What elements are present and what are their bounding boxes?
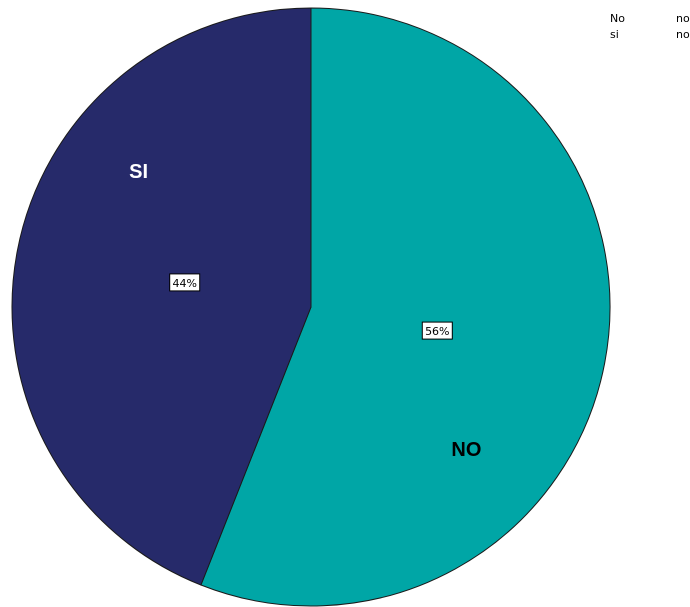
category-label-no: NO [451, 439, 481, 461]
percent-labels: 56% 44% [169, 273, 453, 340]
pie-slices [11, 7, 611, 607]
legend-entry-no-label: No [610, 12, 625, 25]
pie-slice-si [11, 7, 312, 586]
percent-label-si: 44% [169, 273, 201, 292]
percent-label-box-si [169, 273, 201, 292]
category-labels: NO SI [129, 161, 481, 461]
legend-entry-no-swatch-text: no [676, 12, 690, 25]
percent-label-text-no: 56% [425, 325, 449, 338]
legend: No si no no [610, 12, 690, 41]
percent-label-no: 56% [421, 321, 453, 340]
pie-slice-no [200, 7, 611, 607]
percent-label-text-si: 44% [172, 277, 196, 290]
percent-label-box-no [421, 321, 453, 340]
legend-entry-si-swatch-text: no [676, 28, 690, 41]
legend-entry-si-label: si [610, 28, 619, 41]
category-label-si: SI [129, 161, 148, 183]
